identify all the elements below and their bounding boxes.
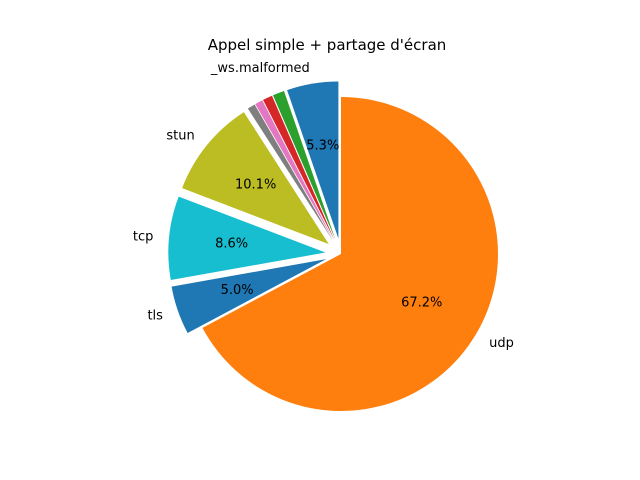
slice-percent-label: 8.6% bbox=[215, 237, 248, 252]
slice-percent-label: 5.3% bbox=[306, 139, 339, 154]
pie-slice-2 bbox=[263, 95, 335, 240]
slice-percent-label: 5.0% bbox=[221, 283, 254, 298]
pie-slice-4 bbox=[247, 104, 333, 241]
pie-slice-3 bbox=[255, 100, 334, 241]
pie-slice-1 bbox=[272, 90, 336, 240]
pie-slices bbox=[168, 81, 498, 411]
slice-percent-label: 10.1% bbox=[235, 178, 276, 193]
pie-slice-udp bbox=[202, 97, 498, 411]
slice-label: tcp bbox=[133, 229, 154, 244]
pie-slice-tls bbox=[171, 259, 327, 334]
pie-labels: _ws.malformed 5.3% stun 10.1% tcp 8.6% tls 5.0%… bbox=[133, 61, 514, 351]
pie-slice-stun bbox=[182, 112, 329, 245]
slice-percent-label: 67.2% bbox=[401, 295, 442, 310]
chart-title: Appel simple + partage d'écran bbox=[208, 36, 447, 54]
slice-label: _ws.malformed bbox=[210, 61, 310, 76]
slice-label: udp bbox=[489, 336, 514, 351]
slice-label: tls bbox=[147, 309, 163, 324]
pie-slice-tcp bbox=[168, 196, 326, 281]
slice-label: stun bbox=[166, 128, 194, 143]
pie-slice-ws-malformed bbox=[287, 81, 339, 239]
